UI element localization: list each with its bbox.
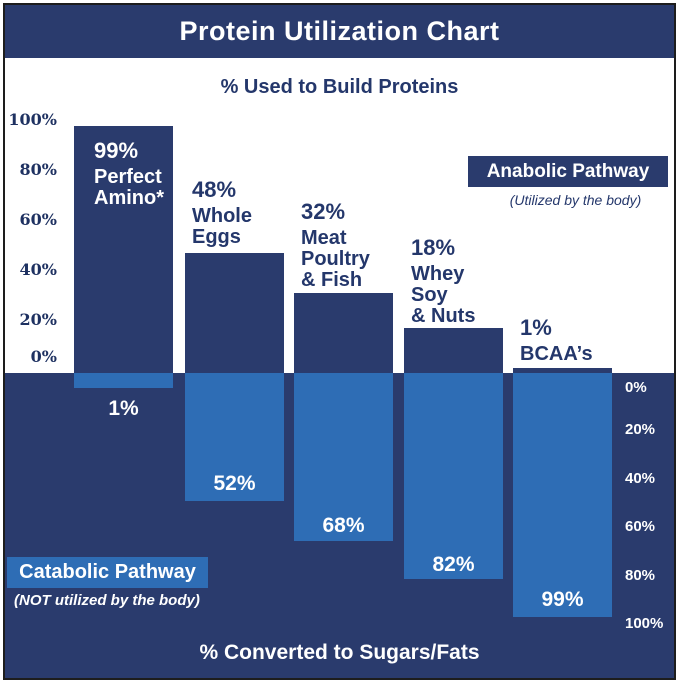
left-axis-tick-100: 100% <box>8 110 57 129</box>
label-perfect-amino-pct: 99% <box>94 138 139 163</box>
right-axis-tick-40: 40% <box>625 470 656 487</box>
left-axis-tick-60: 60% <box>19 210 57 229</box>
label-meat-poultry-fish: 32% Meat Poultry & Fish <box>301 199 370 291</box>
label-meat-poultry-fish-name: Meat Poultry & Fish <box>301 227 370 291</box>
label-whole-eggs: 48% Whole Eggs <box>192 177 252 248</box>
label-whey-soy-nuts: 18% Whey Soy & Nuts <box>411 235 475 327</box>
label-catabolic-meat-poultry-fish-pct: 68% <box>322 514 365 537</box>
bar-anabolic-meat-poultry-fish <box>294 293 393 373</box>
catabolic-pathway-caption: (NOT utilized by the body) <box>14 592 200 609</box>
label-catabolic-whey-soy-nuts-pct: 82% <box>432 553 475 576</box>
catabolic-pathway-label: Catabolic Pathway <box>19 561 196 583</box>
right-axis-tick-0: 0% <box>625 379 647 396</box>
label-whole-eggs-name: Whole Eggs <box>192 205 252 248</box>
label-catabolic-whole-eggs-pct: 52% <box>213 472 256 495</box>
anabolic-pathway-caption: (Utilized by the body) <box>509 192 642 208</box>
bar-catabolic-meat-poultry-fish <box>294 373 393 541</box>
bar-anabolic-bcaas <box>513 368 612 373</box>
catabolic-axis-title: % Converted to Sugars/Fats <box>199 641 480 664</box>
right-axis-tick-60: 60% <box>625 518 656 535</box>
label-meat-poultry-fish-pct: 32% <box>301 199 346 224</box>
bar-catabolic-perfect-amino <box>74 373 173 388</box>
label-perfect-amino-name: Perfect Amino* <box>94 166 164 209</box>
label-perfect-amino: 99% Perfect Amino* <box>94 138 164 209</box>
left-axis-tick-20: 20% <box>19 310 57 329</box>
bar-anabolic-perfect-amino <box>74 126 173 373</box>
bar-anabolic-whole-eggs <box>185 253 284 373</box>
bar-catabolic-bcaas <box>513 373 612 617</box>
left-axis-tick-40: 40% <box>19 260 57 279</box>
label-whole-eggs-pct: 48% <box>192 177 237 202</box>
label-bcaas-pct: 1% <box>520 315 552 340</box>
label-bcaas-name: BCAA’s <box>520 343 593 365</box>
label-catabolic-bcaas-pct: 99% <box>541 588 584 611</box>
bar-catabolic-whey-soy-nuts <box>404 373 503 579</box>
right-axis-tick-100: 100% <box>625 615 664 632</box>
right-axis-tick-20: 20% <box>625 421 656 438</box>
anabolic-axis-title: % Used to Build Proteins <box>220 76 459 98</box>
anabolic-pathway-legend: Anabolic Pathway <box>468 156 668 187</box>
title-bar: Protein Utilization Chart <box>5 5 674 58</box>
bar-anabolic-whey-soy-nuts <box>404 328 503 373</box>
label-whey-soy-nuts-pct: 18% <box>411 235 456 260</box>
left-axis-tick-80: 80% <box>19 160 57 179</box>
label-whey-soy-nuts-name: Whey Soy & Nuts <box>411 263 476 327</box>
anabolic-pathway-label: Anabolic Pathway <box>486 160 650 182</box>
catabolic-pathway-legend: Catabolic Pathway <box>7 557 208 588</box>
page-title: Protein Utilization Chart <box>179 16 500 46</box>
right-axis-tick-80: 80% <box>625 567 656 584</box>
left-axis-tick-0: 0% <box>30 347 57 366</box>
bar-catabolic-whole-eggs <box>185 373 284 501</box>
label-bcaas: 1% BCAA’s <box>520 315 593 365</box>
label-catabolic-perfect-amino-pct: 1% <box>108 397 139 420</box>
